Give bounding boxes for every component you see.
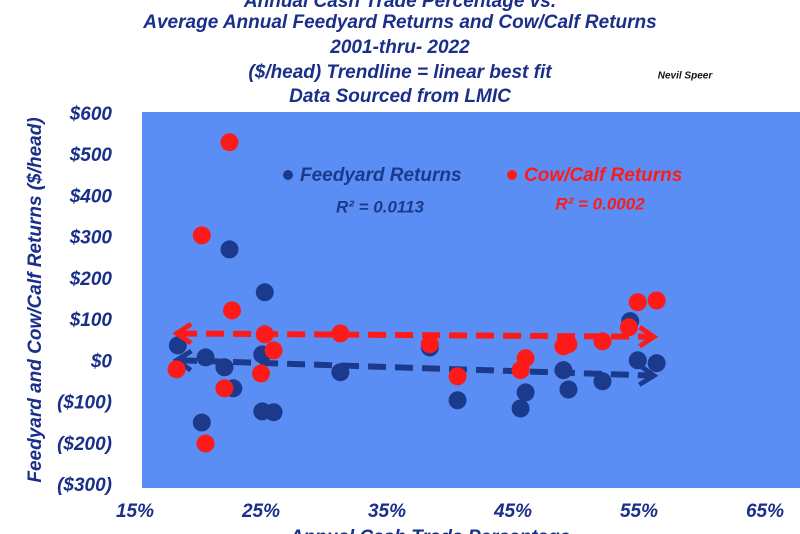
legend-label: Cow/Calf Returns (524, 165, 682, 186)
point (167, 360, 186, 379)
x-tick-label: 25% (241, 501, 280, 522)
x-tick-label: 65% (746, 501, 784, 522)
y-tick-label: $300 (69, 228, 113, 249)
point (168, 336, 187, 355)
point (628, 293, 647, 312)
legend-label: Feedyard Returns (300, 165, 462, 186)
point (264, 403, 283, 422)
point (647, 291, 666, 310)
y-tick-label: $600 (69, 104, 113, 125)
r-squared: R² = 0.0002 (555, 194, 645, 213)
chart-title: Average Annual Feedyard Returns and Cow/… (142, 12, 656, 33)
y-tick-label: $500 (69, 145, 113, 166)
point (516, 383, 535, 402)
point (516, 349, 535, 368)
x-tick-label: 45% (493, 501, 532, 522)
point (252, 364, 270, 383)
trendline (172, 349, 659, 387)
y-tick-label: $0 (90, 351, 113, 372)
x-tick-label: 55% (620, 501, 658, 522)
legend-marker (283, 170, 293, 180)
point (559, 380, 578, 399)
y-tick-label: $400 (69, 186, 113, 207)
point (192, 226, 211, 245)
y-axis-label: Feedyard and Cow/Calf Returns ($/head) (25, 117, 46, 482)
chart-title: ($/head) Trendline = linear best fit (248, 62, 552, 83)
point (264, 341, 283, 360)
point (220, 133, 239, 152)
y-tick-label: $100 (69, 310, 113, 331)
y-tick-label: $200 (69, 269, 113, 290)
x-tick-label: 15% (116, 501, 154, 522)
point (196, 434, 215, 453)
point (220, 240, 239, 259)
point (448, 391, 467, 410)
chart-title: 2001-thru- 2022 (329, 37, 470, 58)
point (255, 283, 274, 302)
y-tick-label: ($100) (57, 393, 112, 414)
legend-marker (507, 170, 517, 180)
chart-title: Annual Cash Trade Percentage vs. (243, 0, 556, 12)
point (192, 413, 211, 432)
plot-area (142, 112, 800, 488)
point (647, 354, 666, 373)
x-tick-label: 35% (368, 501, 406, 522)
y-tick-label: ($300) (57, 475, 112, 496)
author: Nevil Speer (658, 71, 714, 82)
x-axis-label: Annual Cash Trade Percentage (289, 527, 571, 534)
trendline (172, 321, 659, 349)
chart-title: Data Sourced from LMIC (289, 86, 511, 107)
point (448, 367, 467, 386)
point (511, 399, 530, 418)
point (628, 351, 647, 370)
r-squared: R² = 0.0113 (336, 197, 425, 216)
y-tick-label: ($200) (57, 434, 112, 455)
point (215, 379, 234, 398)
point (223, 301, 242, 320)
